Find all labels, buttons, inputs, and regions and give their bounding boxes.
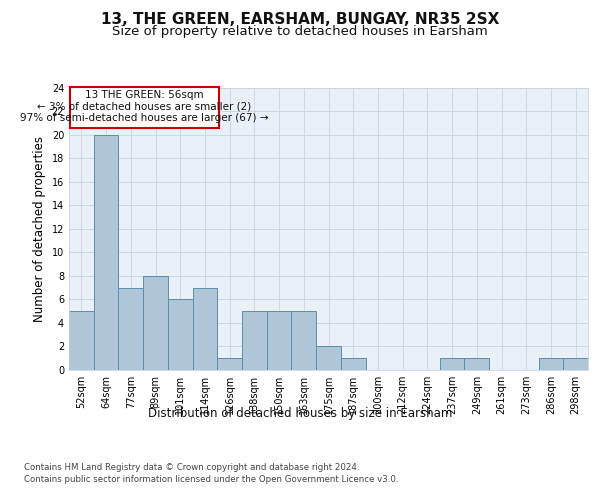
Bar <box>217 358 242 370</box>
Bar <box>563 358 588 370</box>
Bar <box>69 311 94 370</box>
Text: Contains HM Land Registry data © Crown copyright and database right 2024.: Contains HM Land Registry data © Crown c… <box>24 462 359 471</box>
Y-axis label: Number of detached properties: Number of detached properties <box>33 136 46 322</box>
Text: Size of property relative to detached houses in Earsham: Size of property relative to detached ho… <box>112 25 488 38</box>
Bar <box>316 346 341 370</box>
Text: Contains public sector information licensed under the Open Government Licence v3: Contains public sector information licen… <box>24 475 398 484</box>
Text: 13, THE GREEN, EARSHAM, BUNGAY, NR35 2SX: 13, THE GREEN, EARSHAM, BUNGAY, NR35 2SX <box>101 12 499 28</box>
Text: ← 3% of detached houses are smaller (2): ← 3% of detached houses are smaller (2) <box>37 102 251 112</box>
FancyBboxPatch shape <box>70 87 218 128</box>
Bar <box>143 276 168 370</box>
Bar <box>464 358 489 370</box>
Bar <box>118 288 143 370</box>
Bar <box>539 358 563 370</box>
Bar <box>292 311 316 370</box>
Bar <box>440 358 464 370</box>
Bar <box>168 300 193 370</box>
Bar <box>193 288 217 370</box>
Bar <box>341 358 365 370</box>
Text: 97% of semi-detached houses are larger (67) →: 97% of semi-detached houses are larger (… <box>20 113 269 123</box>
Text: 13 THE GREEN: 56sqm: 13 THE GREEN: 56sqm <box>85 90 203 100</box>
Bar <box>267 311 292 370</box>
Bar <box>242 311 267 370</box>
Text: Distribution of detached houses by size in Earsham: Distribution of detached houses by size … <box>148 408 452 420</box>
Bar <box>94 134 118 370</box>
